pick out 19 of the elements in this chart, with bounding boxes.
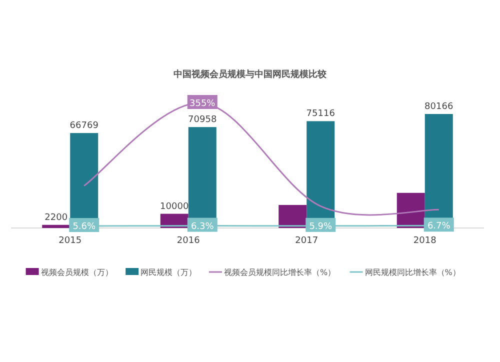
bar [42,224,70,228]
legend-label: 网民规模同比增长率（%） [364,268,460,277]
x-tick-label: 2015 [58,236,82,246]
legend-label: 视频会员规模（万） [40,268,113,277]
bar [278,204,307,228]
data-label: 75116 [306,109,336,120]
data-label: 70958 [188,115,217,126]
chart-title: 中国视频会员规模与中国网民规模比较 [174,69,328,80]
data-label: 80166 [424,102,454,112]
x-tick-label: 2018 [413,236,437,246]
data-label: 10000 [160,202,189,212]
bar [396,192,425,228]
x-tick-label: 2016 [176,236,200,246]
data-label: 66769 [70,121,99,132]
data-label: 2200 [44,212,68,223]
legend-label: 视频会员规模同比增长率（%） [224,268,336,277]
data-label: 355% [190,99,216,109]
legend-label: 网民规模（万） [140,268,197,277]
x-tick-label: 2017 [295,236,318,246]
